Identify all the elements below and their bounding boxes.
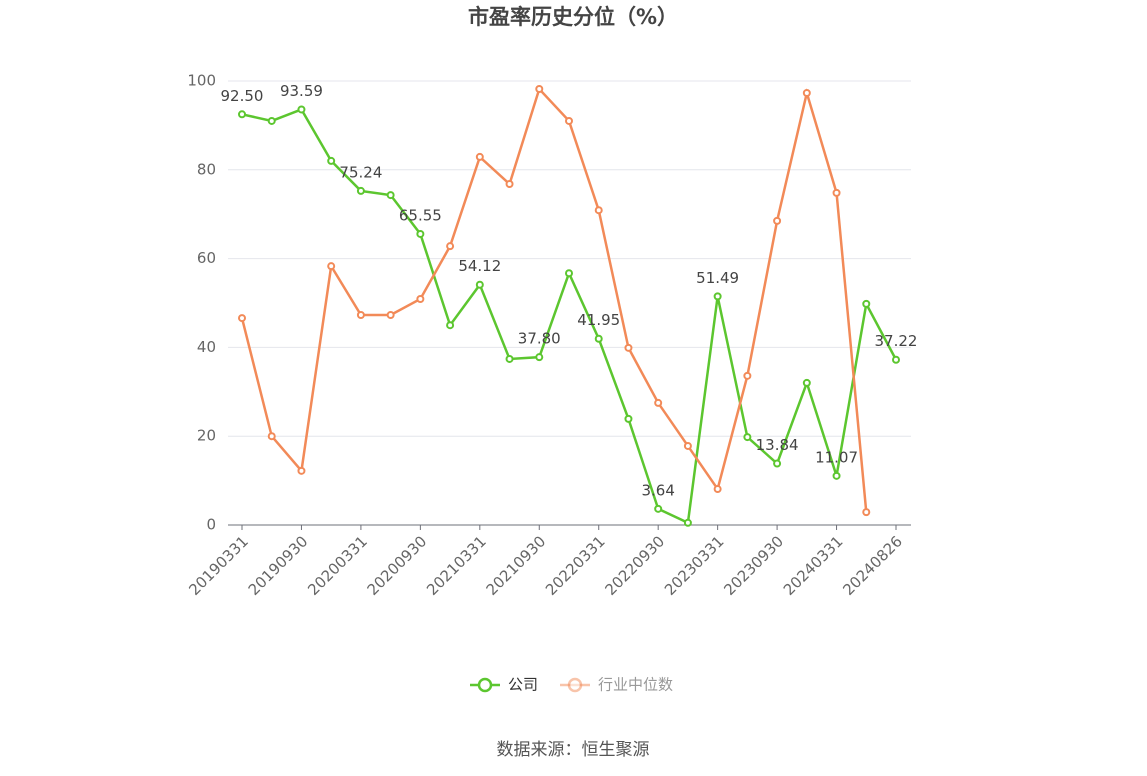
x-tick-label: 20190930 (245, 532, 312, 599)
data-point (862, 508, 871, 517)
data-point (416, 229, 425, 238)
data-point (446, 321, 455, 330)
data-point (594, 206, 603, 215)
legend-item[interactable]: 公司 (470, 676, 538, 694)
legend-label: 公司 (508, 676, 538, 694)
x-tick-label: 20200331 (304, 532, 371, 599)
data-point (892, 355, 900, 364)
legend-item[interactable]: 行业中位数 (560, 676, 673, 694)
x-tick-label: 20240826 (839, 532, 906, 599)
data-point (475, 280, 484, 289)
data-point (743, 433, 752, 442)
value-label: 51.49 (696, 269, 739, 287)
value-label: 93.59 (280, 82, 323, 100)
data-point (535, 84, 544, 93)
data-point (356, 310, 365, 319)
y-tick-label: 0 (206, 516, 216, 534)
data-point (713, 292, 722, 301)
value-label: 41.95 (577, 311, 620, 329)
data-point (238, 314, 246, 323)
data-point (624, 343, 633, 352)
data-point (416, 295, 425, 304)
value-label: 13.84 (756, 436, 799, 454)
data-point (297, 105, 306, 114)
x-tick-label: 20210331 (423, 532, 490, 599)
data-point (594, 334, 603, 343)
value-label: 37.80 (518, 330, 561, 348)
data-point (297, 466, 306, 475)
data-point (505, 354, 514, 363)
data-point (862, 299, 871, 308)
data-point (475, 152, 484, 161)
data-point (446, 242, 455, 251)
data-point (773, 216, 782, 225)
y-tick-label: 20 (197, 427, 216, 445)
data-point (565, 269, 573, 278)
data-point (327, 156, 336, 165)
legend-symbol (567, 677, 583, 693)
data-point (267, 432, 276, 441)
data-point (624, 414, 633, 423)
data-point (832, 188, 841, 197)
data-point (683, 518, 692, 527)
legend-symbol (477, 677, 493, 693)
data-point (505, 180, 514, 189)
chart-title: 市盈率历史分位（%） (468, 5, 678, 29)
data-point (713, 485, 722, 494)
data-point (238, 110, 246, 119)
data-point (654, 504, 663, 513)
data-point (356, 186, 365, 195)
data-point (832, 471, 841, 480)
data-point (743, 371, 752, 380)
data-point (683, 441, 692, 450)
y-tick-label: 100 (187, 72, 216, 90)
data-point (386, 310, 395, 319)
data-point (327, 262, 336, 271)
value-label: 11.07 (815, 448, 858, 466)
value-label: 75.24 (339, 163, 382, 181)
y-tick-label: 60 (197, 249, 216, 267)
value-label: 54.12 (458, 257, 501, 275)
legend-label: 行业中位数 (598, 676, 673, 694)
data-point (802, 378, 811, 387)
value-label: 65.55 (399, 206, 442, 224)
value-label: 3.64 (641, 481, 674, 499)
x-tick-label: 20220331 (542, 532, 609, 599)
x-tick-label: 20230331 (661, 532, 728, 599)
value-label: 92.50 (221, 87, 264, 105)
series-line (240, 86, 868, 513)
y-tick-label: 80 (197, 160, 216, 178)
data-point (267, 116, 276, 125)
data-point (565, 116, 573, 125)
data-point (773, 459, 782, 468)
y-tick-label: 40 (197, 338, 216, 356)
x-tick-label: 20240331 (780, 532, 847, 599)
x-tick-label: 20230930 (720, 532, 787, 599)
x-tick-label: 20220930 (601, 532, 668, 599)
x-tick-label: 20190331 (185, 532, 252, 599)
data-point (386, 191, 395, 200)
data-point (654, 398, 663, 407)
value-label: 37.22 (875, 332, 918, 350)
data-point (802, 88, 811, 97)
x-tick-label: 20210930 (483, 532, 550, 599)
data-point (535, 353, 544, 362)
x-tick-label: 20200930 (364, 532, 431, 599)
source: 数据来源：恒生聚源 (497, 740, 650, 760)
